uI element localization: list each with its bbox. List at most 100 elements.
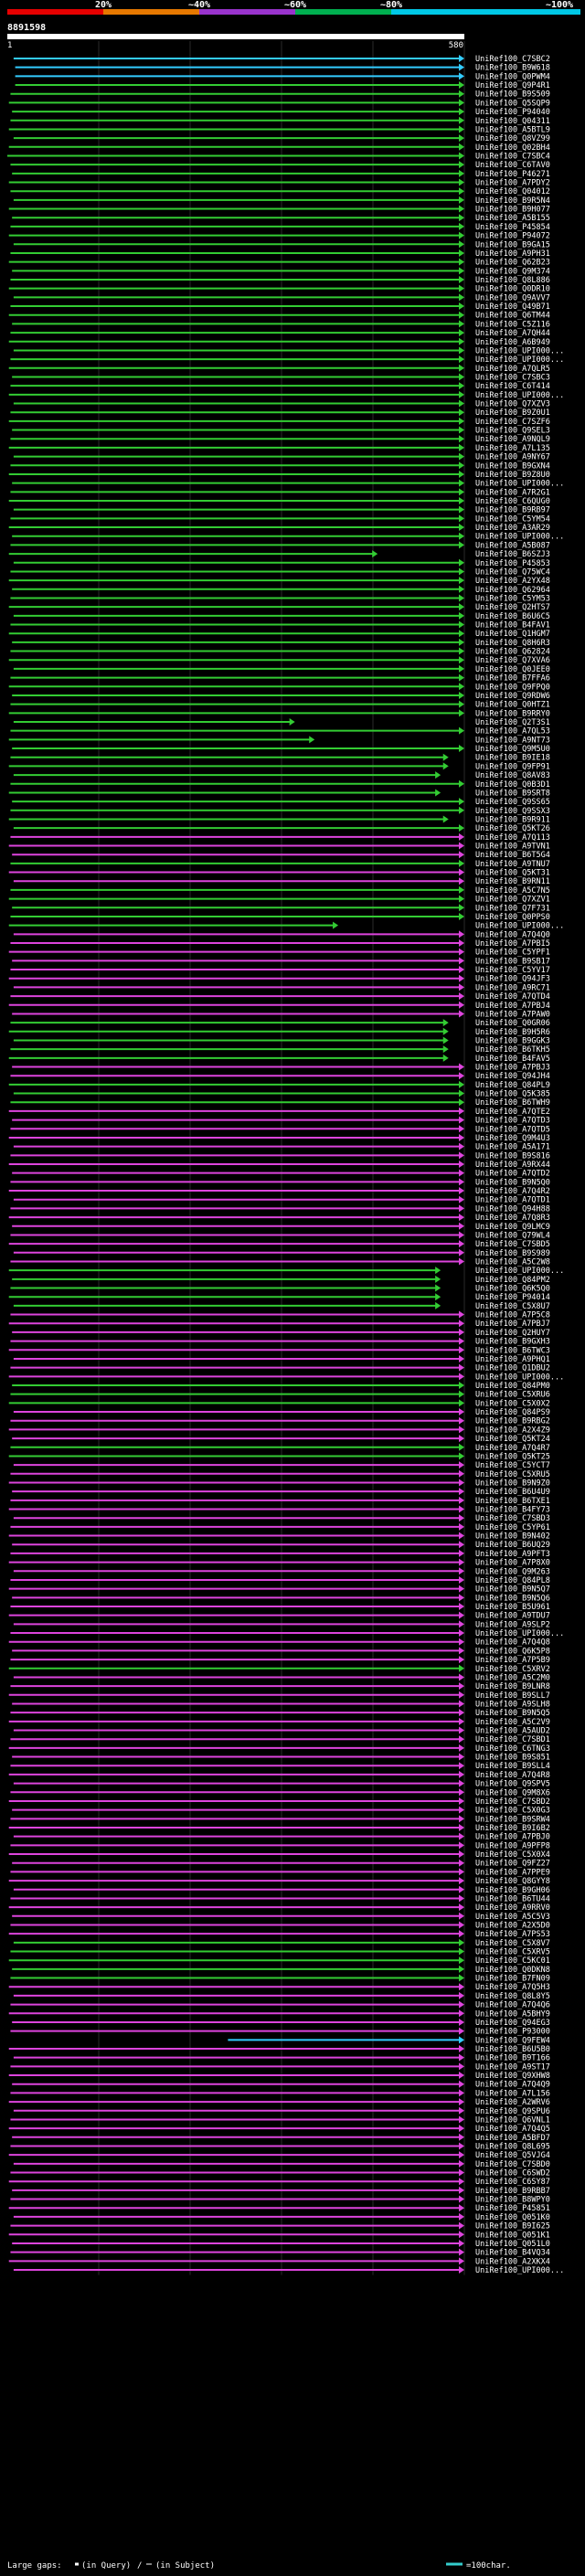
hit-label[interactable]: UniRef100_Q6VNL1 xyxy=(475,2115,550,2125)
hit-row[interactable]: UniRef100_A7Q5H3 xyxy=(8,1983,550,1992)
hit-row[interactable]: UniRef100_C5KC01 xyxy=(8,1956,550,1966)
hit-label[interactable]: UniRef100_A2X4Z9 xyxy=(475,1426,550,1435)
hit-row[interactable]: UniRef100_Q7F731 xyxy=(12,904,550,913)
hit-label[interactable]: UniRef100_UPI000... xyxy=(475,391,564,400)
hit-row[interactable]: UniRef100_Q6VNL1 xyxy=(10,2115,550,2125)
hit-row[interactable]: UniRef100_Q62824 xyxy=(10,647,550,657)
hit-row[interactable]: UniRef100_Q5SQP9 xyxy=(8,99,550,108)
hit-row[interactable]: UniRef100_Q9M5U0 xyxy=(12,745,550,754)
hit-row[interactable]: UniRef100_C5XRV5 xyxy=(10,1947,550,1957)
hit-label[interactable]: UniRef100_B6TKH5 xyxy=(475,1045,550,1055)
hit-row[interactable]: UniRef100_Q9SEL3 xyxy=(12,426,550,436)
hit-row[interactable]: UniRef100_C7SBD0 xyxy=(13,2159,550,2169)
hit-row[interactable]: UniRef100_P45854 xyxy=(10,222,550,232)
hit-row[interactable]: UniRef100_A5AUD2 xyxy=(13,1726,550,1736)
hit-row[interactable]: UniRef100_C6T414 xyxy=(10,382,550,391)
hit-row[interactable]: UniRef100_Q94JH4 xyxy=(10,1072,550,1081)
hit-row[interactable]: UniRef100_A7PAW0 xyxy=(12,1010,550,1019)
hit-row[interactable]: UniRef100_B9S851 xyxy=(12,1753,550,1763)
hit-label[interactable]: UniRef100_B8WPY0 xyxy=(475,2196,550,2205)
hit-label[interactable]: UniRef100_B9SRT8 xyxy=(475,789,550,798)
hit-row[interactable]: UniRef100_A7QTE2 xyxy=(8,1107,550,1117)
hit-label[interactable]: UniRef100_A5C2W8 xyxy=(475,1257,550,1267)
hit-row[interactable]: UniRef100_Q0DR10 xyxy=(8,284,550,294)
hit-label[interactable]: UniRef100_B9I625 xyxy=(475,2222,550,2231)
hit-row[interactable]: UniRef100_Q9LMC9 xyxy=(12,1222,550,1232)
hit-label[interactable]: UniRef100_B6U5B0 xyxy=(475,2045,550,2054)
hit-label[interactable]: UniRef100_Q5KT26 xyxy=(475,824,550,833)
hit-label[interactable]: UniRef100_B9RB97 xyxy=(475,506,550,515)
hit-row[interactable]: UniRef100_A9RC71 xyxy=(13,983,550,992)
hit-row[interactable]: UniRef100_C6SY87 xyxy=(8,2178,550,2187)
hit-row[interactable]: UniRef100_A7Q4Q0 xyxy=(13,930,550,939)
hit-label[interactable]: UniRef100_A7P5C8 xyxy=(475,1311,550,1320)
hit-label[interactable]: UniRef100_B6U4U9 xyxy=(475,1488,550,1497)
hit-row[interactable]: UniRef100_Q94EG3 xyxy=(12,2018,550,2028)
hit-row[interactable]: UniRef100_A7L156 xyxy=(10,2089,550,2098)
hit-label[interactable]: UniRef100_A7Q4R8 xyxy=(475,1771,550,1780)
hit-row[interactable]: UniRef100_B9H5R6 xyxy=(8,1027,550,1037)
hit-row[interactable]: UniRef100_B9N9Z0 xyxy=(8,1479,550,1488)
hit-label[interactable]: UniRef100_C7SZF6 xyxy=(475,418,550,427)
hit-label[interactable]: UniRef100_Q6K5P8 xyxy=(475,1647,550,1656)
hit-label[interactable]: UniRef100_A5C7N5 xyxy=(475,886,550,896)
hit-row[interactable]: UniRef100_B9N402 xyxy=(8,1532,550,1542)
hit-row[interactable]: UniRef100_A7QTD5 xyxy=(10,1125,550,1134)
hit-row[interactable]: UniRef100_B9S509 xyxy=(10,90,550,100)
hit-row[interactable]: UniRef100_Q9RDW6 xyxy=(12,691,550,701)
hit-row[interactable]: UniRef100_B4FAV5 xyxy=(8,1054,550,1064)
hit-label[interactable]: UniRef100_B9GXH3 xyxy=(475,1338,550,1347)
hit-label[interactable]: UniRef100_Q8GYY8 xyxy=(475,1877,550,1886)
hit-label[interactable]: UniRef100_Q94JF3 xyxy=(475,975,550,984)
hit-label[interactable]: UniRef100_Q7XZV1 xyxy=(475,896,550,905)
hit-label[interactable]: UniRef100_Q9FEW4 xyxy=(475,2036,550,2045)
hit-row[interactable]: UniRef100_B6SZJ3 xyxy=(8,550,550,559)
hit-label[interactable]: UniRef100_B9N402 xyxy=(475,1532,550,1542)
hit-label[interactable]: UniRef100_Q8H6R3 xyxy=(475,639,550,648)
hit-label[interactable]: UniRef100_A7QTD5 xyxy=(475,1125,550,1134)
hit-label[interactable]: UniRef100_B9Z8U0 xyxy=(475,471,550,480)
hit-label[interactable]: UniRef100_A7QLR5 xyxy=(475,365,550,374)
hit-row[interactable]: UniRef100_A7QH44 xyxy=(10,329,550,338)
hit-row[interactable]: UniRef100_A9RX44 xyxy=(8,1161,550,1170)
hit-label[interactable]: UniRef100_Q0DR10 xyxy=(475,285,550,294)
hit-row[interactable]: UniRef100_C6TNG3 xyxy=(8,1744,550,1754)
hit-row[interactable]: UniRef100_P94014 xyxy=(8,1293,550,1302)
hit-label[interactable]: UniRef100_Q84PS9 xyxy=(475,1408,550,1417)
hit-label[interactable]: UniRef100_A9PH31 xyxy=(475,249,550,259)
hit-row[interactable]: UniRef100_Q6K5P8 xyxy=(12,1647,550,1656)
hit-label[interactable]: UniRef100_Q7XVA6 xyxy=(475,656,550,665)
hit-row[interactable]: UniRef100_Q9XHW8 xyxy=(8,2072,550,2081)
hit-label[interactable]: UniRef100_Q5KT25 xyxy=(475,1452,550,1461)
hit-row[interactable]: UniRef100_B9SLL4 xyxy=(10,1762,550,1771)
hit-label[interactable]: UniRef100_UPI000... xyxy=(475,1373,564,1382)
hit-label[interactable]: UniRef100_A7Q5H3 xyxy=(475,1983,550,1992)
hit-label[interactable]: UniRef100_B4VQ34 xyxy=(475,2249,550,2258)
hit-row[interactable]: UniRef100_Q7XZV3 xyxy=(13,399,550,409)
hit-label[interactable]: UniRef100_B4FAV5 xyxy=(475,1055,550,1064)
hit-row[interactable]: UniRef100_C5YPF1 xyxy=(8,948,550,958)
hit-row[interactable]: UniRef100_Q84PS9 xyxy=(13,1408,550,1417)
hit-row[interactable]: UniRef100_B7FFA6 xyxy=(10,673,550,684)
hit-label[interactable]: UniRef100_Q94EG3 xyxy=(475,2019,550,2028)
hit-label[interactable]: UniRef100_C5X8V7 xyxy=(475,1939,550,1948)
hit-label[interactable]: UniRef100_B9GGK3 xyxy=(475,1036,550,1045)
hit-row[interactable]: UniRef100_Q5K385 xyxy=(13,1089,550,1099)
hit-row[interactable]: UniRef100_Q75WC4 xyxy=(10,567,550,577)
hit-row[interactable]: UniRef100_B9SLL7 xyxy=(8,1691,550,1701)
hit-row[interactable]: UniRef100_A9SLP2 xyxy=(13,1620,550,1629)
hit-label[interactable]: UniRef100_Q02BH4 xyxy=(475,143,550,153)
hit-label[interactable]: UniRef100_C5XRV2 xyxy=(475,1665,550,1674)
hit-row[interactable]: UniRef100_UPI000... xyxy=(10,1629,564,1638)
hit-label[interactable]: UniRef100_A2XKX4 xyxy=(475,2257,550,2266)
hit-row[interactable]: UniRef100_Q9M374 xyxy=(12,267,550,276)
hit-label[interactable]: UniRef100_A7P5B9 xyxy=(475,1656,550,1665)
hit-row[interactable]: UniRef100_Q8H6R3 xyxy=(12,638,550,648)
hit-row[interactable]: UniRef100_C7SBC3 xyxy=(12,373,550,382)
hit-row[interactable]: UniRef100_Q0PPS0 xyxy=(10,912,550,922)
hit-label[interactable]: UniRef100_A7PBJ7 xyxy=(475,1320,550,1329)
hit-label[interactable]: UniRef100_A9ST17 xyxy=(475,2062,550,2072)
hit-label[interactable]: UniRef100_C5XRV5 xyxy=(475,1948,550,1957)
hit-label[interactable]: UniRef100_B9N5Q6 xyxy=(475,1594,550,1603)
hit-row[interactable]: UniRef100_A7Q4R2 xyxy=(8,1187,550,1196)
